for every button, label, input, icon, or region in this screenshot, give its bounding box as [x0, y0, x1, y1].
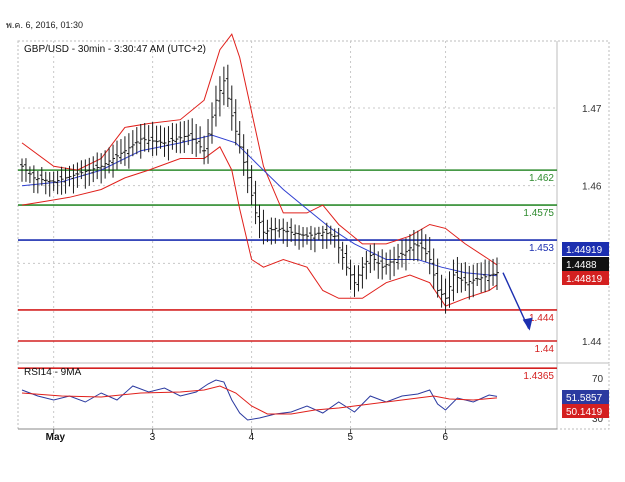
bollinger-lower-line	[21, 146, 498, 307]
level-label: 1.4365	[523, 371, 554, 382]
bollinger-upper-line	[21, 33, 498, 266]
rsi-tag-box	[562, 390, 609, 404]
level-label: 1.444	[529, 313, 554, 324]
rsi-tick-label: 30	[592, 414, 604, 425]
price-tag-label: 1.4488	[566, 260, 597, 271]
level-label: 1.4575	[523, 208, 554, 219]
price-tick-label: 1.46	[582, 182, 602, 193]
price-tag-label: 1.44919	[566, 245, 603, 256]
rsi-chart-title: RSI14 - 9MA	[24, 367, 82, 378]
rsi-series	[21, 379, 498, 421]
time-tick-label: May	[46, 432, 66, 443]
candlestick-series	[20, 64, 499, 314]
rsi-ma-line	[21, 385, 498, 415]
projection-arrow-head	[522, 317, 533, 331]
chart-datetime: พ.ค. 6, 2016, 01:30	[6, 20, 84, 30]
level-label: 1.453	[529, 243, 554, 254]
price-tag-box	[562, 271, 609, 285]
rsi-tag-box	[562, 404, 609, 418]
time-tick-label: 5	[348, 432, 354, 443]
rsi-tick-label: 70	[592, 374, 604, 385]
level-label: 1.44	[535, 344, 555, 355]
rsi-tag-label: 51.5857	[566, 393, 603, 404]
price-tags: 1.44919 1.4488 1.44819 51.5857 50.1419	[562, 242, 609, 418]
level-label: 1.462	[529, 173, 554, 184]
time-tick-label: 4	[249, 432, 255, 443]
main-panel-frame	[17, 40, 610, 364]
price-tag-label: 1.44819	[566, 274, 603, 285]
level-lines: 1.462 1.4575 1.453 1.444 1.44 1.4365	[18, 169, 557, 382]
moving-average-line	[21, 134, 498, 277]
main-chart-title: GBP/USD - 30min - 3:30:47 AM (UTC+2)	[24, 44, 206, 55]
price-tag-box	[562, 257, 609, 271]
bollinger-bands	[21, 33, 498, 307]
rsi-rsi-line	[21, 379, 498, 421]
time-tick-label: 6	[443, 432, 449, 443]
price-tick-label: 1.47	[582, 104, 602, 115]
rsi-tag-label: 50.1419	[566, 407, 603, 418]
price-tag-box	[562, 242, 609, 256]
price-tick-label: 1.44	[582, 337, 602, 348]
time-tick-label: 3	[150, 432, 156, 443]
